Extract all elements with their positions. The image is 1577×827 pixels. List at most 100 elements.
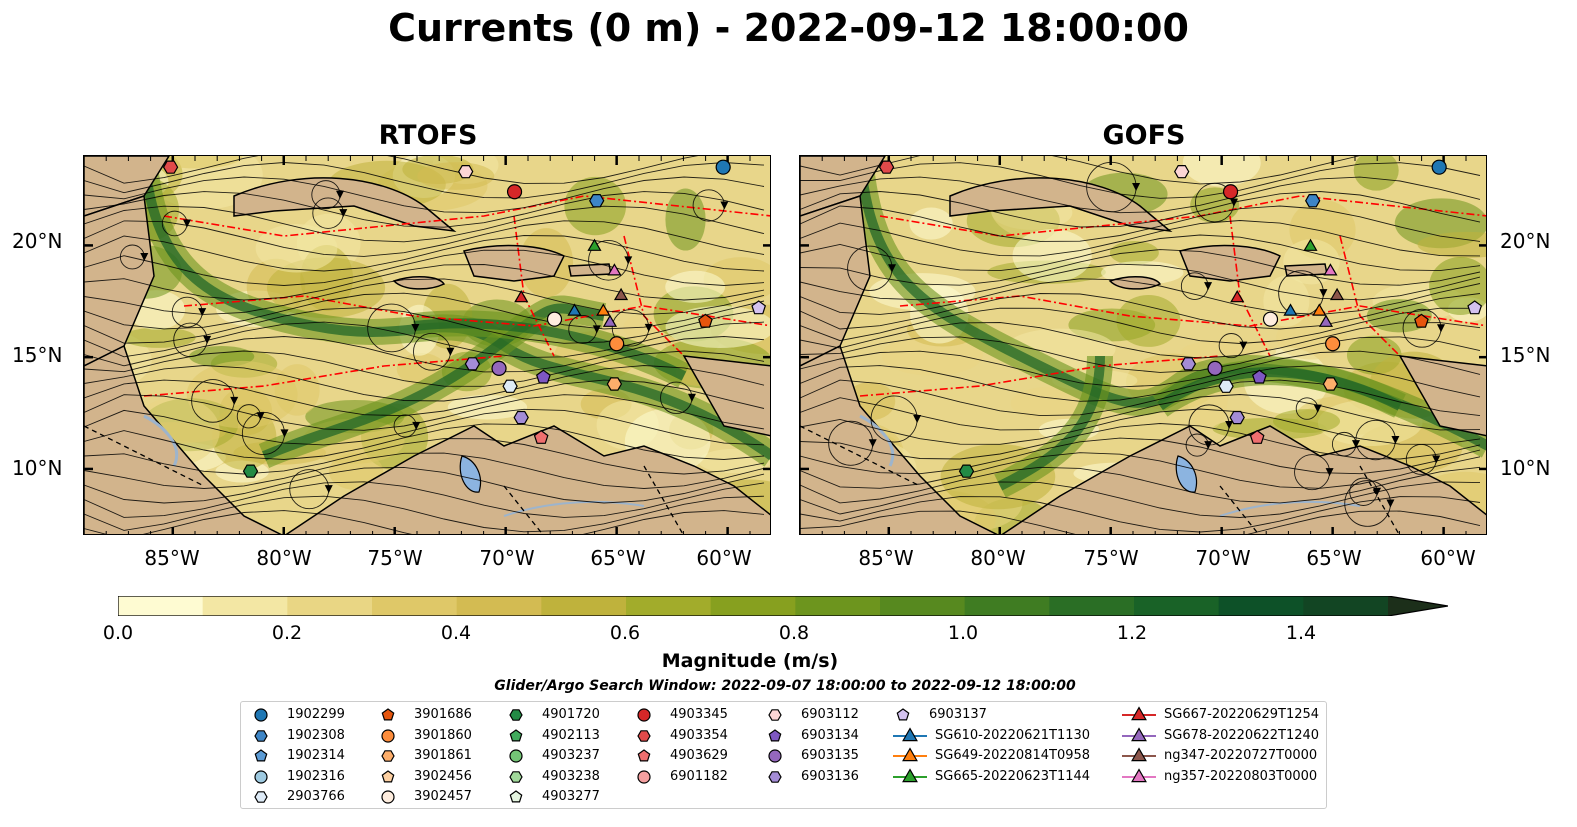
legend-item: 3901860 [378, 726, 498, 746]
streamline [800, 423, 1481, 460]
legend-symbol [768, 728, 782, 741]
map-rtofs-canvas [84, 156, 770, 534]
streamline [800, 394, 1481, 431]
pentagon-marker-icon [896, 708, 910, 721]
legend-item: 2903766 [251, 787, 371, 807]
streamline [800, 322, 1481, 359]
legend-label: 1902316 [287, 768, 345, 784]
obs-marker [533, 429, 549, 444]
land-mass [949, 177, 1173, 233]
lon-label-85w-left: 85°W [144, 546, 200, 570]
obs-marker [506, 184, 523, 200]
legend-symbol [254, 729, 268, 742]
legend-label: 4903345 [670, 707, 728, 722]
circle-marker-icon [254, 769, 268, 784]
legend-item: 3902457 [378, 787, 498, 807]
streamline-arrow [280, 429, 289, 438]
legend-item: 4903354 [634, 726, 754, 746]
legend-item: 6903135 [765, 746, 885, 766]
lake [459, 455, 482, 493]
obs-marker [162, 160, 179, 174]
obs-marker [491, 360, 507, 376]
legend-symbol [768, 770, 782, 783]
streamline [800, 496, 1481, 533]
legend-symbol [896, 708, 910, 721]
land-mass [682, 355, 770, 437]
streamline [800, 336, 1481, 373]
obs-marker [1303, 238, 1318, 251]
legend-label: SG678-20220622T1240 [1164, 727, 1320, 743]
legend-symbol [254, 791, 268, 803]
circle-marker-icon [637, 708, 651, 722]
streamline-arrow [140, 252, 149, 261]
legend-label: 3902456 [414, 768, 472, 784]
streamline [84, 235, 765, 272]
lon-label-60w-right: 60°W [1420, 546, 1476, 570]
legend-label: 6903134 [801, 727, 859, 743]
pentagon-marker-icon [768, 728, 782, 741]
obs-marker [1414, 313, 1429, 328]
colorbar-tick: 0.2 [271, 622, 303, 644]
legend-symbol [254, 749, 268, 762]
legend-label: 6903112 [801, 707, 859, 722]
colorbar-segment [626, 596, 712, 616]
streamline-arrow [198, 308, 207, 317]
streamline [800, 481, 1481, 518]
legend-item: 6903112 [765, 705, 885, 725]
legend-symbol [902, 747, 918, 762]
obs-marker [1230, 289, 1245, 303]
colorbar-tick: 1.2 [1116, 622, 1148, 644]
hexagon-marker-icon [768, 770, 782, 783]
legend-label: 3901861 [414, 748, 472, 763]
legend-item: 4901720 [506, 705, 626, 725]
legend-item: 1902308 [251, 726, 371, 746]
hexagon-marker-icon [254, 729, 268, 742]
obs-marker [1249, 429, 1265, 444]
legend-label: 4902113 [542, 727, 600, 743]
legend-label: SG649-20220814T0958 [935, 748, 1091, 763]
colorbar-extend-arrow [1388, 596, 1448, 616]
streamline-arrow [1373, 487, 1382, 496]
legend-symbol [254, 708, 268, 722]
obs-marker [1174, 165, 1190, 179]
circle-marker-icon [381, 790, 395, 804]
hexagon-marker-icon [381, 750, 395, 762]
triangle-marker-icon [1122, 706, 1156, 721]
streamline-arrow [1351, 440, 1360, 449]
obs-marker [1180, 357, 1197, 371]
obs-marker [242, 464, 259, 478]
obs-marker [1322, 377, 1339, 391]
legend-symbol [1131, 767, 1147, 782]
streamline [84, 162, 765, 199]
legend-label: 4903277 [542, 789, 600, 804]
legend-item: 4903238 [506, 767, 626, 787]
eez-boundary [859, 355, 1221, 397]
lat-label-10n-left: 10°N [12, 456, 63, 480]
current-jet-core [413, 318, 687, 381]
streamline-arrow [868, 439, 877, 448]
eez-boundary [163, 195, 770, 237]
streamline [800, 350, 1481, 388]
streamline-arrow [412, 421, 421, 430]
streamline-arrow [230, 396, 239, 405]
legend-symbol [902, 726, 918, 741]
streamline-arrow [411, 323, 420, 332]
lon-label-75w-right: 75°W [1083, 546, 1139, 570]
legend-label: 4903238 [542, 768, 600, 784]
obs-marker [602, 314, 618, 327]
streamline-arrow [1313, 404, 1322, 413]
figure-title: Currents (0 m) - 2022-09-12 18:00:00 [388, 6, 1189, 50]
legend-label: 6903137 [929, 707, 987, 722]
legend-label: ng347-20220727T0000 [1164, 748, 1318, 763]
streamline-arrow [1204, 282, 1213, 291]
pentagon-marker-icon [509, 728, 523, 741]
colorbar-segment [1218, 596, 1304, 616]
obs-marker [1283, 303, 1298, 316]
streamline [800, 293, 1481, 330]
obs-marker [589, 193, 605, 208]
streamline [84, 365, 765, 402]
lon-label-80w-left: 80°W [256, 546, 312, 570]
obs-marker [514, 289, 529, 303]
streamline [800, 510, 1481, 534]
obs-marker [596, 303, 611, 316]
